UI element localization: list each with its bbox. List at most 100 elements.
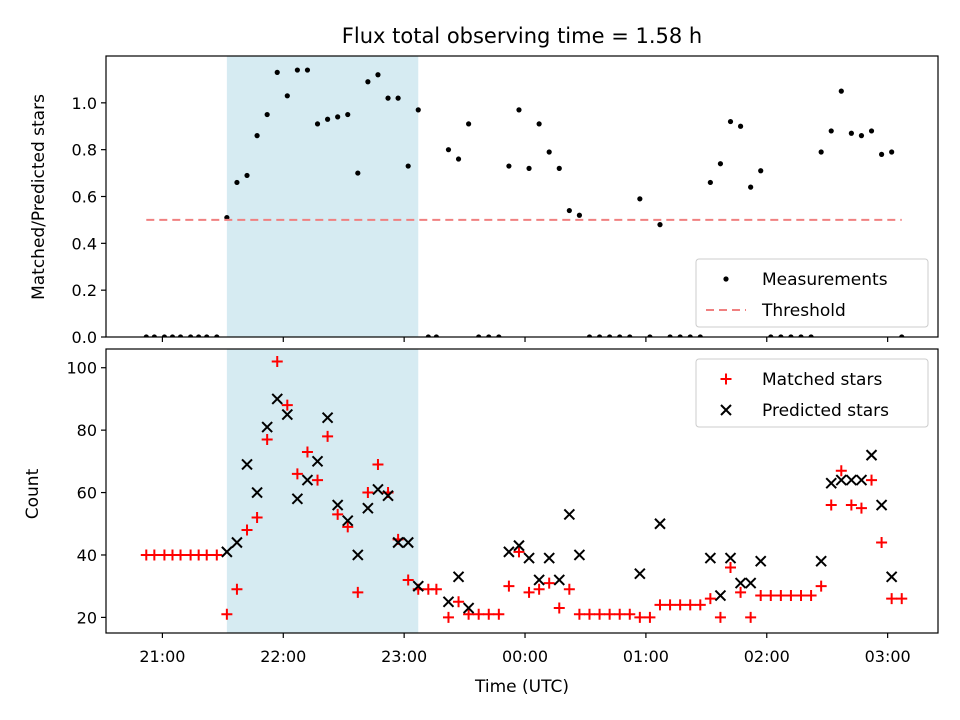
data-point-matched: [271, 355, 283, 367]
data-point-matched: [684, 599, 696, 611]
data-point-predicted: [372, 483, 384, 496]
data-point: [151, 334, 157, 337]
data-point-matched: [453, 596, 465, 608]
data-point: [717, 161, 724, 167]
chart-title: Flux total observing time = 1.58 h: [342, 24, 702, 48]
data-point-predicted: [865, 449, 878, 461]
data-point-matched: [795, 590, 807, 602]
x-tick-label: 21:00: [139, 647, 185, 666]
data-point-matched: [352, 586, 364, 598]
data-point: [161, 334, 168, 337]
data-point: [586, 334, 593, 337]
data-point: [707, 179, 713, 186]
data-point-predicted: [452, 571, 465, 583]
data-point: [899, 334, 905, 337]
data-point-matched: [775, 590, 787, 602]
data-point: [365, 79, 371, 85]
data-point-predicted: [271, 393, 283, 405]
data-point: [264, 111, 270, 118]
bottom-panel: 21:00 22:00 23:00 00:00 01:00 02:00 03:00 20 40 6…: [66, 348, 939, 666]
data-point-predicted: [513, 539, 525, 552]
data-point: [596, 334, 603, 337]
data-point-predicted: [281, 408, 294, 421]
data-point: [536, 121, 542, 127]
data-point-predicted: [352, 549, 364, 561]
data-point: [335, 114, 341, 120]
data-point: [455, 156, 462, 162]
data-point: [254, 133, 260, 139]
data-point-predicted: [825, 477, 837, 489]
data-point: [818, 149, 824, 155]
data-point-predicted: [442, 596, 455, 608]
data-point-matched: [563, 583, 575, 595]
data-point-predicted: [885, 571, 898, 583]
data-point-matched: [473, 608, 485, 620]
data-point: [405, 163, 411, 169]
data-point: [858, 133, 865, 139]
data-point-matched: [312, 474, 324, 486]
data-point: [516, 107, 522, 113]
data-point-matched: [442, 611, 454, 623]
x-tick-label: 01:00: [623, 647, 669, 666]
data-point-predicted: [251, 486, 263, 499]
data-point-predicted: [714, 589, 727, 602]
data-point-matched: [866, 474, 878, 486]
x-tick-label: 23:00: [381, 647, 427, 666]
y-tick-label: 0.0: [72, 328, 97, 347]
data-point: [788, 334, 794, 337]
data-point-predicted: [291, 493, 304, 505]
data-point-matched: [624, 608, 636, 620]
data-point: [304, 67, 311, 73]
data-point: [425, 334, 431, 337]
data-point-matched: [604, 608, 616, 620]
data-point-matched: [301, 446, 313, 458]
data-point: [607, 334, 613, 337]
legend-box: [695, 258, 929, 328]
y-tick-label: 0.6: [72, 188, 97, 207]
y-tick-label: 100: [66, 359, 97, 378]
data-point: [196, 334, 202, 337]
data-point-predicted: [704, 552, 717, 564]
top-panel: 0.0 0.2 0.4 0.6 0.8 1.0 Measurements Threshold: [72, 55, 939, 347]
data-point: [177, 334, 184, 337]
x-axis-label: Time (UTC): [474, 677, 569, 697]
data-point-matched: [594, 608, 606, 620]
y-tick-label: 0.2: [72, 281, 97, 300]
data-point-predicted: [261, 421, 273, 433]
data-point: [889, 149, 895, 155]
data-point-matched: [634, 611, 646, 623]
data-point-matched: [281, 399, 293, 411]
data-point: [878, 151, 885, 157]
data-point-matched: [654, 599, 666, 611]
data-point-matched: [765, 590, 777, 602]
legend-marker: [720, 404, 732, 416]
y-tick-label: 80: [77, 421, 97, 440]
y-tick-label: 0.8: [72, 141, 97, 160]
data-point-matched: [261, 434, 273, 446]
data-point: [758, 168, 764, 174]
data-point: [808, 334, 814, 337]
data-point-matched: [430, 583, 442, 595]
data-point-matched: [463, 608, 475, 620]
data-point-predicted: [835, 474, 848, 486]
data-point: [433, 334, 439, 337]
data-point-predicted: [724, 552, 737, 564]
data-point: [355, 170, 361, 176]
data-point: [798, 334, 804, 337]
data-point: [324, 116, 331, 122]
data-point-predicted: [402, 536, 414, 549]
data-point-predicted: [342, 514, 354, 527]
data-point-matched: [825, 499, 837, 511]
data-point-predicted: [221, 546, 233, 558]
data-point-matched: [543, 577, 555, 589]
data-point-matched: [835, 465, 847, 477]
data-point-matched: [573, 608, 585, 620]
data-point-predicted: [311, 455, 324, 468]
data-point-predicted: [573, 549, 586, 561]
data-point-matched: [211, 549, 223, 561]
data-point-matched: [876, 536, 888, 548]
data-point-predicted: [543, 552, 555, 564]
data-point: [556, 165, 562, 171]
data-point-matched: [704, 593, 716, 605]
